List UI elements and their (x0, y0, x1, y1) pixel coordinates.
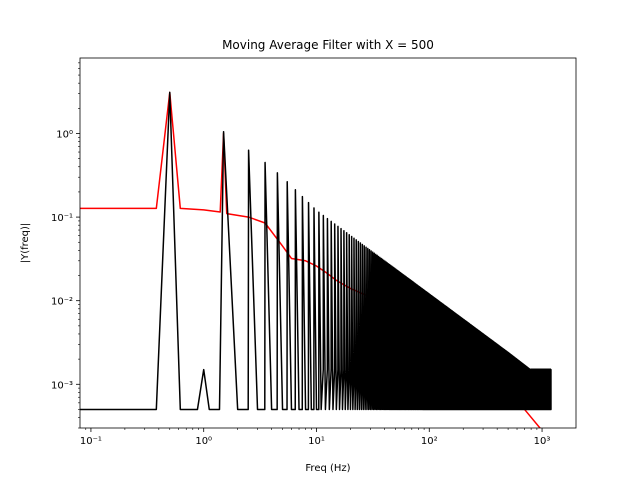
x-tick-label: 10¹ (308, 436, 325, 447)
x-tick-label: 10³ (534, 436, 551, 447)
y-axis-label: |Y(freq)| (20, 223, 31, 264)
plot-series (80, 91, 552, 428)
x-tick-label: 10⁰ (195, 436, 212, 447)
plot-frame (79, 57, 577, 429)
y-tick-label: 10⁻³ (51, 380, 73, 391)
y-tick-label: 10⁻² (51, 297, 73, 308)
y-tick-label: 10⁻¹ (51, 213, 73, 224)
x-axis-label: Freq (Hz) (305, 463, 350, 474)
chart-title: Moving Average Filter with X = 500 (222, 38, 434, 52)
y-tick-label: 10⁰ (56, 129, 73, 140)
series-line-black (80, 91, 552, 411)
x-tick-label: 10² (421, 436, 438, 447)
x-tick-label: 10⁻¹ (80, 436, 102, 447)
